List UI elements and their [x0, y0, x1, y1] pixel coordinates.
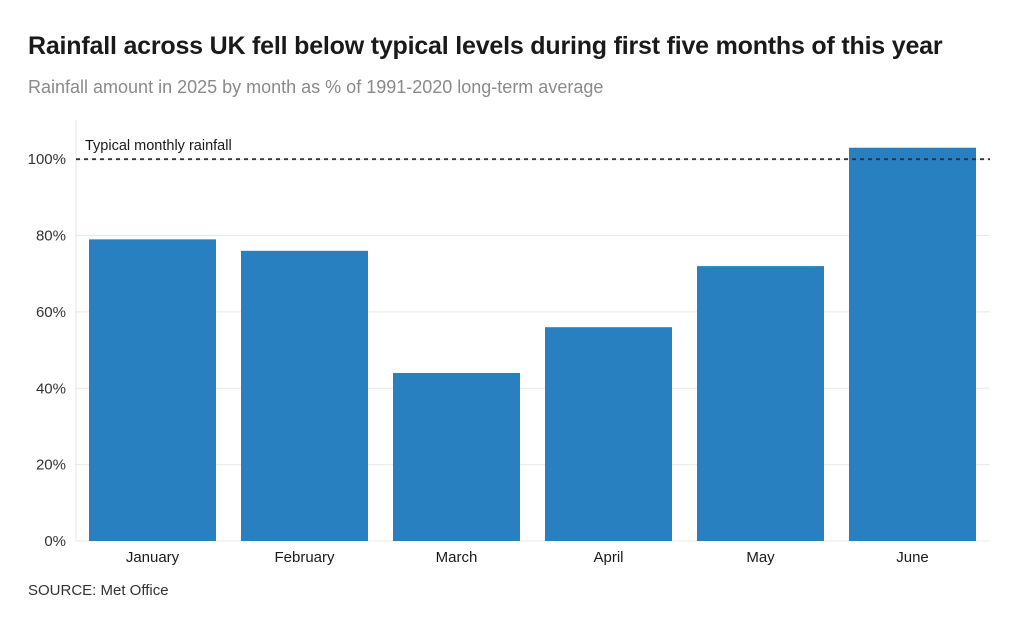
- bar: [241, 250, 368, 541]
- bar: [89, 239, 216, 541]
- bar: [545, 327, 672, 541]
- chart-subtitle: Rainfall amount in 2025 by month as % of…: [28, 77, 604, 97]
- y-tick-label: 100%: [28, 151, 66, 168]
- y-tick-label: 60%: [36, 304, 66, 321]
- y-tick-labels: 0% 20% 40% 60% 80% 100%: [28, 151, 66, 550]
- reference-line-group: Typical monthly rainfall: [76, 138, 990, 161]
- bars: [89, 147, 976, 541]
- reference-line-label: Typical monthly rainfall: [85, 138, 232, 154]
- bar: [849, 147, 976, 541]
- y-tick-label: 0%: [44, 533, 66, 550]
- bar: [393, 373, 520, 541]
- x-tick-label: January: [126, 549, 180, 566]
- x-tick-label: May: [746, 549, 775, 566]
- x-tick-label: April: [593, 549, 623, 566]
- y-tick-label: 80%: [36, 228, 66, 245]
- y-tick-label: 20%: [36, 457, 66, 474]
- x-tick-label: March: [436, 549, 478, 566]
- chart-title: Rainfall across UK fell below typical le…: [28, 32, 943, 60]
- category-labels: January February March April May June: [126, 549, 929, 566]
- source-note: SOURCE: Met Office: [28, 582, 169, 599]
- x-tick-label: February: [274, 549, 335, 566]
- bar: [697, 266, 824, 541]
- x-tick-label: June: [896, 549, 929, 566]
- y-tick-label: 40%: [36, 380, 66, 397]
